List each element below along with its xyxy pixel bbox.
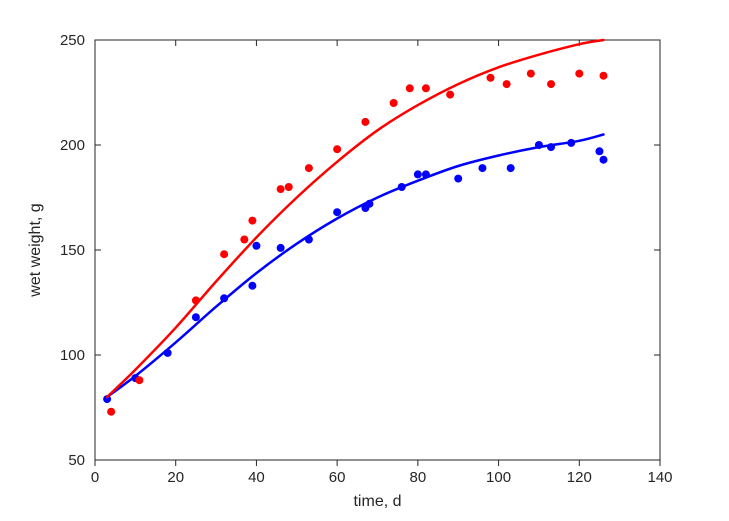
series-blue-point: [414, 170, 422, 178]
series-red-point: [446, 91, 454, 99]
series-blue-point: [422, 170, 430, 178]
series-blue-point: [567, 139, 575, 147]
series-red-point: [527, 70, 535, 78]
series-blue-point: [507, 164, 515, 172]
series-red-point: [575, 70, 583, 78]
series-blue-point: [398, 183, 406, 191]
series-blue-point: [478, 164, 486, 172]
y-tick-label: 50: [68, 452, 85, 469]
series-red-point: [390, 99, 398, 107]
series-red-point: [135, 376, 143, 384]
series-red-point: [305, 164, 313, 172]
series-blue-line: [107, 135, 603, 398]
series-blue-point: [220, 294, 228, 302]
y-axis-label: wet weight, g: [27, 203, 44, 297]
series-red-line: [107, 40, 603, 397]
x-tick-label: 80: [410, 469, 427, 486]
series-blue-point: [305, 236, 313, 244]
series-blue-point: [164, 349, 172, 357]
series-red-point: [547, 80, 555, 88]
chart-svg: 0 20 40 60 80 100 120 140 50 100 150 200 250 time, d w…: [0, 0, 729, 521]
series-red-point: [600, 72, 608, 80]
x-tick-label: 60: [329, 469, 346, 486]
series-blue-point: [535, 141, 543, 149]
series-blue-point: [595, 147, 603, 155]
x-tick-label: 20: [167, 469, 184, 486]
plot-box: [95, 40, 660, 460]
series-blue-point: [365, 200, 373, 208]
series-red-point: [277, 185, 285, 193]
series-blue-point: [333, 208, 341, 216]
series-red-point: [240, 236, 248, 244]
series-red-point: [422, 84, 430, 92]
series-blue-point: [547, 143, 555, 151]
series-red-point: [333, 145, 341, 153]
y-tick-label: 200: [60, 137, 85, 154]
series-red-point: [192, 296, 200, 304]
x-tick-label: 140: [647, 469, 672, 486]
series-red-point: [107, 408, 115, 416]
x-tick-label: 100: [486, 469, 511, 486]
series-red-point: [503, 80, 511, 88]
x-axis-label: time, d: [353, 493, 401, 510]
series-blue-point: [192, 313, 200, 321]
series-red-point: [248, 217, 256, 225]
series-red-point: [220, 250, 228, 258]
series-blue-point: [248, 282, 256, 290]
series-blue-point: [277, 244, 285, 252]
series-blue-point: [454, 175, 462, 183]
growth-chart: 0 20 40 60 80 100 120 140 50 100 150 200 250 time, d w…: [0, 0, 729, 521]
x-tick-label: 0: [91, 469, 99, 486]
series-blue-point: [600, 156, 608, 164]
y-tick-label: 150: [60, 242, 85, 259]
y-tick-label: 250: [60, 32, 85, 49]
series-red-point: [487, 74, 495, 82]
series-red-point: [361, 118, 369, 126]
x-tick-label: 120: [567, 469, 592, 486]
y-tick-label: 100: [60, 347, 85, 364]
series-blue-point: [252, 242, 260, 250]
series-red-point: [406, 84, 414, 92]
x-tick-label: 40: [248, 469, 265, 486]
series-red-point: [285, 183, 293, 191]
